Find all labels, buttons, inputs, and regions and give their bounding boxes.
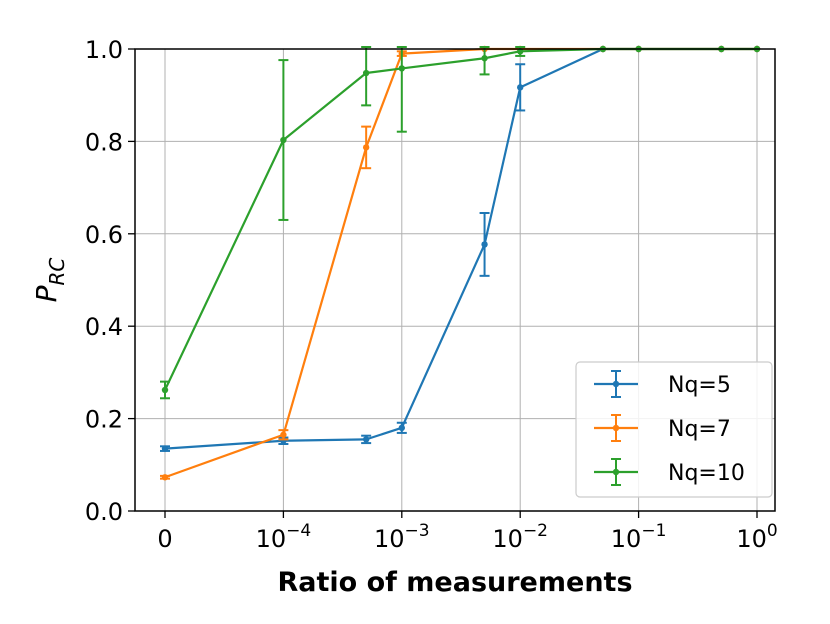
x-tick-label: 0 [157,525,172,553]
plot-frame [134,48,776,512]
x-tick-label: 10−4 [256,521,312,553]
y-tick-label: 0.6 [85,221,123,249]
x-tick-exponent: −3 [405,521,430,541]
legend-label: Nq=5 [668,373,731,398]
axis-ticks: 0.00.20.40.60.81.00 10−4 10−3 10−2 10−1 100 [85,36,778,553]
data-point [161,445,169,452]
data-point [362,436,370,443]
series-line [164,47,757,391]
legend-marker [612,424,620,432]
y-axis-title: PRC [30,258,69,303]
legend-marker [612,468,620,476]
x-tick-base: 0 [157,525,172,553]
y-tick-label: 0.8 [85,128,123,156]
y-axis-title-base: P [30,285,63,302]
x-tick-label: 10−3 [374,521,430,553]
y-tick-label: 0.0 [85,498,123,526]
x-axis-title: Ratio of measurements [277,567,632,598]
y-tick-label: 0.4 [85,313,123,341]
data-point [481,55,488,62]
x-tick-base: 10 [374,525,405,553]
data-point [161,386,169,394]
data-point [161,474,169,481]
x-tick-base: 10 [611,525,642,553]
data-point [481,241,488,248]
x-tick-exponent: −2 [523,521,548,541]
x-tick-exponent: −1 [641,521,666,541]
x-tick-base: 10 [256,525,287,553]
legend-marker [612,380,620,388]
data-point [280,431,287,438]
data-point [362,69,370,77]
legend-label: Nq=7 [668,417,731,442]
y-tick-label: 0.2 [85,406,123,434]
data-point [517,84,524,91]
legend-label: Nq=10 [668,461,745,486]
legend-frame [575,361,773,498]
x-tick-base: 10 [492,525,523,553]
x-tick-exponent: −4 [286,521,311,541]
x-tick-label: 100 [736,521,777,553]
data-point [398,424,405,432]
legend: Nq=5 Nq=7 Nq=10 [575,361,773,498]
x-tick-label: 10−2 [492,521,548,553]
x-tick-exponent: 0 [767,521,778,541]
data-point [280,136,287,144]
y-tick-label: 1.0 [85,36,123,64]
y-axis-title-sub: RC [45,258,69,286]
x-tick-label: 10−1 [611,521,667,553]
data-point [398,65,405,72]
x-tick-base: 10 [736,525,767,553]
series-nq-10 [160,45,761,400]
data-point [362,144,370,151]
